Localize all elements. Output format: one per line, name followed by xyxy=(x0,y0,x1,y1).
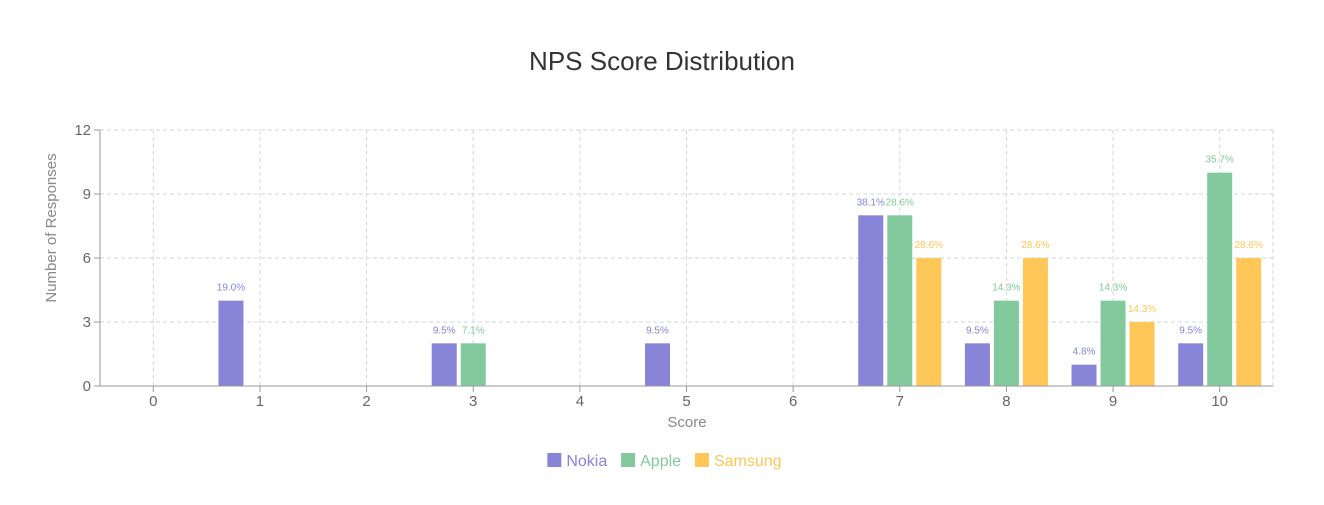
chart-title: NPS Score Distribution xyxy=(529,46,795,76)
x-tick-label: 4 xyxy=(576,393,584,410)
bar-data-label: 9.5% xyxy=(433,325,456,336)
bar-nokia[interactable] xyxy=(1178,343,1204,386)
legend-swatch xyxy=(547,453,562,467)
bar-apple[interactable] xyxy=(993,300,1019,386)
bar-nokia[interactable] xyxy=(218,300,244,386)
legend-label: Apple xyxy=(640,453,681,470)
bar-data-label: 9.5% xyxy=(966,325,989,336)
y-tick-label: 3 xyxy=(83,314,91,331)
bar-samsung[interactable] xyxy=(1022,258,1048,386)
x-tick-label: 9 xyxy=(1109,393,1117,410)
bar-samsung[interactable] xyxy=(1236,258,1262,386)
legend-item-apple[interactable]: Apple xyxy=(621,453,681,470)
bar-nokia[interactable] xyxy=(964,343,990,386)
bar-data-label: 28.6% xyxy=(886,197,914,208)
bar-samsung[interactable] xyxy=(916,258,942,386)
x-tick-label: 6 xyxy=(789,393,797,410)
y-tick-label: 9 xyxy=(83,186,91,203)
bar-data-label: 9.5% xyxy=(1179,325,1202,336)
bar-data-label: 4.8% xyxy=(1073,347,1096,358)
y-tick-label: 12 xyxy=(74,122,91,139)
bars xyxy=(218,172,1262,386)
bar-data-label: 7.1% xyxy=(462,325,485,336)
x-tick-label: 7 xyxy=(896,393,904,410)
x-tick-label: 2 xyxy=(362,393,370,410)
bar-labels: 19.0% 9.5% 9.5% 38.1% 9.5% 4.8% 9.5% 7.1% 28.6% 1… xyxy=(217,155,1263,358)
bar-data-label: 9.5% xyxy=(646,325,669,336)
bar-apple[interactable] xyxy=(1207,172,1233,386)
bar-data-label: 35.7% xyxy=(1206,155,1234,166)
bar-data-label: 14.3% xyxy=(992,283,1020,294)
bar-nokia[interactable] xyxy=(858,215,884,386)
grid-lines xyxy=(100,129,1274,386)
y-tick-label: 6 xyxy=(83,250,91,267)
legend-item-samsung[interactable]: Samsung xyxy=(694,453,782,470)
bar-data-label: 38.1% xyxy=(857,197,885,208)
x-tick-label: 10 xyxy=(1211,393,1228,410)
bar-nokia[interactable] xyxy=(1071,364,1097,386)
bar-apple[interactable] xyxy=(460,343,486,386)
x-axis-title: Score xyxy=(667,414,706,431)
legend-swatch xyxy=(621,453,636,467)
x-tick-label: 3 xyxy=(469,393,477,410)
y-axis-title: Number of Responses xyxy=(43,153,60,302)
bar-data-label: 14.3% xyxy=(1128,304,1156,315)
bar-data-label: 14.3% xyxy=(1099,283,1127,294)
x-tick-label: 8 xyxy=(1002,393,1010,410)
bar-data-label: 28.6% xyxy=(1235,240,1263,251)
bar-data-label: 19.0% xyxy=(217,283,245,294)
legend-label: Nokia xyxy=(566,453,607,470)
bar-nokia[interactable] xyxy=(431,343,457,386)
bar-apple[interactable] xyxy=(887,215,913,386)
legend-swatch xyxy=(694,453,709,467)
y-tick-label: 0 xyxy=(83,378,91,395)
x-tick-label: 0 xyxy=(149,393,157,410)
x-tick-label: 5 xyxy=(682,393,690,410)
legend-item-nokia[interactable]: Nokia xyxy=(547,453,607,470)
bar-nokia[interactable] xyxy=(645,343,670,386)
bar-apple[interactable] xyxy=(1100,300,1126,386)
x-tick-label: 1 xyxy=(256,393,264,410)
bar-samsung[interactable] xyxy=(1129,322,1155,386)
legend: Nokia Apple Samsung xyxy=(547,453,782,470)
legend-label: Samsung xyxy=(714,453,782,470)
bar-data-label: 28.6% xyxy=(915,240,943,251)
bar-data-label: 28.6% xyxy=(1021,240,1049,251)
